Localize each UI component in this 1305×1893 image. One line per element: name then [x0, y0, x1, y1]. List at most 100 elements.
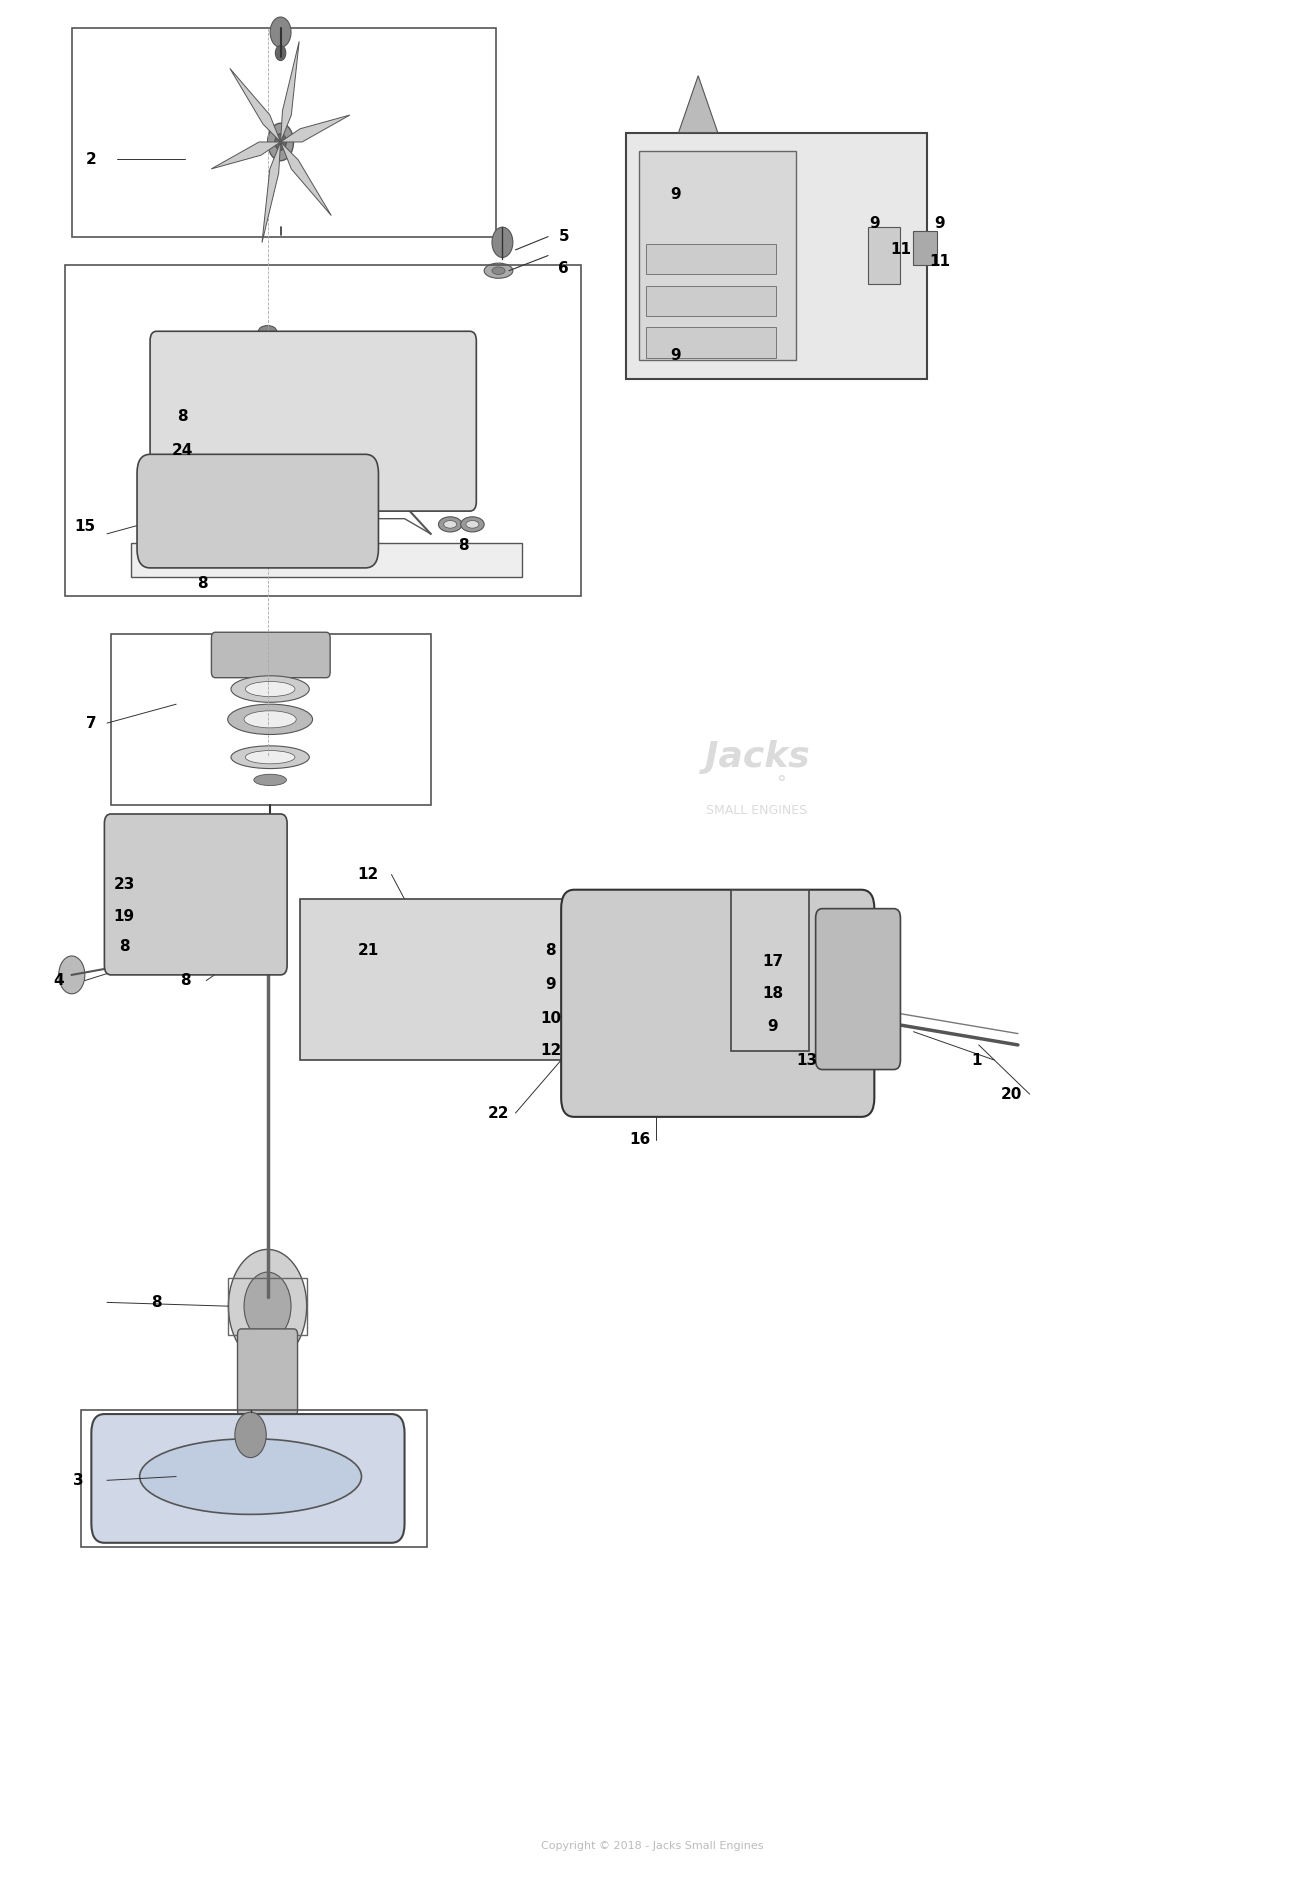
- Circle shape: [666, 988, 692, 1026]
- Text: 8: 8: [180, 973, 191, 988]
- Ellipse shape: [231, 746, 309, 769]
- Text: 1: 1: [971, 1053, 981, 1068]
- Text: 9: 9: [934, 216, 945, 231]
- Bar: [646, 327, 776, 358]
- Bar: [130, 852, 248, 937]
- Bar: [731, 890, 809, 1051]
- FancyBboxPatch shape: [150, 331, 476, 511]
- Text: 8: 8: [545, 943, 556, 958]
- Ellipse shape: [429, 960, 458, 1017]
- Text: 8: 8: [458, 538, 468, 553]
- Ellipse shape: [227, 704, 313, 734]
- Text: 19: 19: [114, 909, 134, 924]
- Ellipse shape: [466, 521, 479, 528]
- Bar: [111, 634, 431, 805]
- Text: Copyright © 2018 - Jacks Small Engines: Copyright © 2018 - Jacks Small Engines: [542, 1840, 763, 1851]
- Bar: [868, 227, 900, 284]
- FancyBboxPatch shape: [238, 1329, 298, 1416]
- Polygon shape: [281, 142, 331, 216]
- Bar: [913, 231, 937, 265]
- Text: 9: 9: [671, 187, 681, 203]
- Text: 9: 9: [545, 977, 556, 992]
- Text: 23: 23: [114, 876, 134, 892]
- Text: 10: 10: [540, 1011, 561, 1026]
- Text: 8: 8: [119, 939, 129, 954]
- Ellipse shape: [244, 710, 296, 727]
- Bar: [646, 244, 776, 274]
- Text: 24: 24: [172, 443, 193, 458]
- Text: 6: 6: [559, 261, 569, 276]
- Text: 8: 8: [177, 409, 188, 424]
- Text: 3: 3: [73, 1473, 84, 1488]
- Text: 9: 9: [767, 1018, 778, 1034]
- Circle shape: [633, 941, 724, 1073]
- Text: 17: 17: [762, 954, 783, 969]
- Text: Jacks: Jacks: [705, 740, 809, 774]
- Circle shape: [59, 956, 85, 994]
- Bar: [81, 1410, 427, 1547]
- Bar: [300, 899, 574, 1060]
- Bar: [646, 286, 776, 316]
- Text: 9: 9: [869, 216, 880, 231]
- Text: 11: 11: [890, 242, 911, 257]
- Text: 16: 16: [629, 1132, 650, 1147]
- Text: 9: 9: [671, 348, 681, 363]
- FancyBboxPatch shape: [104, 814, 287, 975]
- Text: 8: 8: [197, 575, 207, 591]
- Ellipse shape: [377, 960, 406, 1017]
- Circle shape: [268, 123, 294, 161]
- Text: 15: 15: [74, 519, 95, 534]
- Text: 5: 5: [559, 229, 569, 244]
- Ellipse shape: [231, 676, 309, 702]
- Ellipse shape: [245, 750, 295, 765]
- Ellipse shape: [253, 774, 287, 786]
- Ellipse shape: [245, 681, 295, 697]
- Text: 11: 11: [929, 254, 950, 269]
- Polygon shape: [262, 142, 281, 242]
- Circle shape: [235, 1412, 266, 1458]
- Text: 7: 7: [86, 716, 97, 731]
- Circle shape: [275, 134, 286, 150]
- Bar: [228, 1278, 307, 1335]
- Ellipse shape: [257, 875, 283, 886]
- Bar: [639, 151, 796, 360]
- Text: SMALL ENGINES: SMALL ENGINES: [706, 805, 808, 816]
- Text: 2: 2: [86, 151, 97, 167]
- Ellipse shape: [257, 827, 283, 839]
- Text: 13: 13: [796, 1053, 817, 1068]
- Text: 22: 22: [488, 1106, 509, 1121]
- FancyBboxPatch shape: [561, 890, 874, 1117]
- Ellipse shape: [492, 267, 505, 274]
- Ellipse shape: [484, 263, 513, 278]
- Bar: [626, 133, 927, 379]
- Text: 21: 21: [358, 943, 378, 958]
- Circle shape: [228, 1249, 307, 1363]
- Ellipse shape: [438, 517, 462, 532]
- FancyBboxPatch shape: [137, 454, 378, 568]
- Circle shape: [244, 1272, 291, 1340]
- Ellipse shape: [257, 850, 283, 861]
- Ellipse shape: [140, 1439, 361, 1514]
- Bar: [72, 28, 496, 237]
- Polygon shape: [211, 142, 281, 168]
- Ellipse shape: [461, 517, 484, 532]
- Text: 12: 12: [358, 867, 378, 882]
- Text: 4: 4: [54, 973, 64, 988]
- FancyBboxPatch shape: [816, 909, 900, 1070]
- Circle shape: [275, 45, 286, 61]
- Circle shape: [650, 965, 707, 1049]
- Circle shape: [492, 227, 513, 257]
- Circle shape: [270, 17, 291, 47]
- Polygon shape: [281, 42, 299, 142]
- Polygon shape: [679, 76, 718, 133]
- Text: 8: 8: [151, 1295, 162, 1310]
- Circle shape: [252, 447, 283, 492]
- Ellipse shape: [258, 326, 277, 337]
- Text: °: °: [776, 774, 786, 793]
- FancyBboxPatch shape: [91, 1414, 405, 1543]
- FancyBboxPatch shape: [211, 632, 330, 678]
- Ellipse shape: [444, 521, 457, 528]
- Polygon shape: [230, 68, 281, 142]
- Text: 20: 20: [1001, 1087, 1022, 1102]
- Bar: [130, 543, 522, 577]
